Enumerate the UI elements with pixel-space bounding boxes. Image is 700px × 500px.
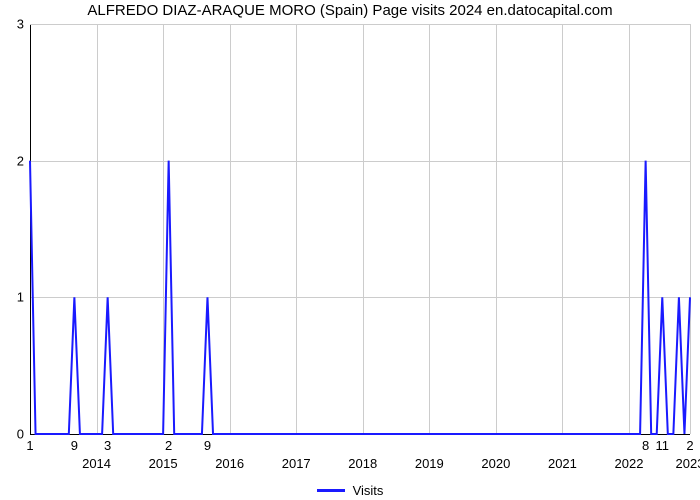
x-point-label: 3 (104, 438, 111, 453)
chart-container: ALFREDO DIAZ-ARAQUE MORO (Spain) Page vi… (0, 0, 700, 500)
legend-swatch (317, 489, 345, 492)
series-line (30, 161, 690, 434)
x-point-label: 8 (642, 438, 649, 453)
line-svg (30, 24, 690, 434)
plot-area: 0123201420152016201720182019202020212022… (30, 24, 690, 434)
x-year-label: 2021 (548, 456, 577, 471)
legend-label: Visits (353, 483, 384, 498)
x-year-label: 2019 (415, 456, 444, 471)
y-tick-label: 1 (17, 290, 24, 305)
x-point-label: 11 (656, 438, 670, 453)
x-year-label: 2023 (676, 456, 700, 471)
y-tick-label: 3 (17, 17, 24, 32)
x-year-label: 2020 (481, 456, 510, 471)
x-point-label: 2 (686, 438, 693, 453)
x-year-label: 2018 (348, 456, 377, 471)
x-year-label: 2014 (82, 456, 111, 471)
x-year-label: 2016 (215, 456, 244, 471)
x-point-label: 1 (26, 438, 33, 453)
x-point-label: 9 (204, 438, 211, 453)
y-tick-label: 0 (17, 427, 24, 442)
x-year-label: 2022 (615, 456, 644, 471)
legend: Visits (0, 483, 700, 498)
x-year-label: 2017 (282, 456, 311, 471)
x-point-label: 2 (165, 438, 172, 453)
plot-border-right (690, 24, 691, 434)
x-point-label: 9 (71, 438, 78, 453)
y-tick-label: 2 (17, 153, 24, 168)
chart-title: ALFREDO DIAZ-ARAQUE MORO (Spain) Page vi… (0, 2, 700, 19)
x-year-label: 2015 (149, 456, 178, 471)
